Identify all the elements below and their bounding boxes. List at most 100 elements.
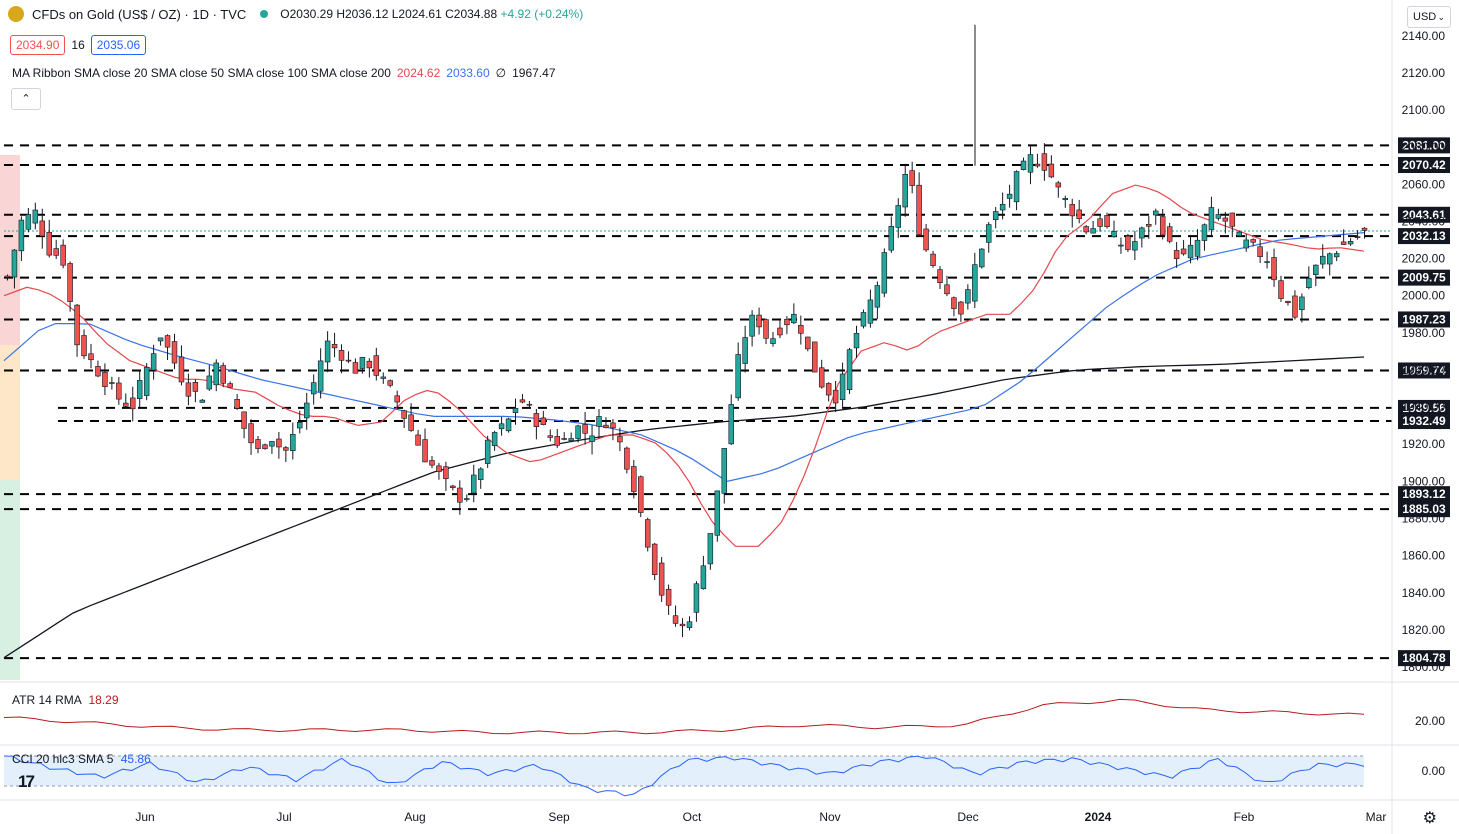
candle-body [714,490,721,536]
candle-body [324,340,331,363]
x-tick-label: Dec [957,810,978,824]
candle-body [672,615,679,624]
cci-band [4,756,1364,786]
candle-body [185,382,192,397]
y-tick-label: 1960.00 [1402,363,1446,377]
symbol-title[interactable]: CFDs on Gold (US$ / OZ) · 1D · TVC [32,6,247,22]
candle-body [777,327,783,336]
currency-selector[interactable]: USD ⌄ [1407,6,1451,28]
price-axis[interactable]: 2140.00 2120.00 2100.00 2080.00 2060.00 2040.… [1391,0,1446,834]
sma20-line [3,184,1365,547]
candle-body [533,413,540,427]
candle-body [742,337,748,364]
candle-body [1187,244,1194,259]
level-label: 1939.56 [1402,401,1446,415]
candle-body [143,366,150,396]
candle-body [1326,253,1333,265]
candle-body [1347,241,1354,245]
candle-body [331,343,338,349]
live-dot-icon [260,10,269,18]
candle-body [846,349,853,391]
candle-body [1097,218,1103,227]
candle-body [798,324,804,334]
chevron-up-icon: ⌃ [21,93,31,105]
collapse-legend-button[interactable]: ⌃ [11,88,41,110]
cci-value: 45.86 [120,752,151,766]
candle-body [644,519,651,548]
candle-body [825,383,832,396]
candle-body [888,226,895,251]
gear-icon[interactable]: ⚙ [1422,810,1437,827]
candle-body [665,588,672,606]
cci-legend[interactable]: CCI 20 hlc3 SMA 5 45.86 [12,752,151,766]
candle-body [867,299,874,324]
candle-body [839,373,846,400]
candle-body [220,365,226,384]
candle-body [32,209,39,224]
candle-body [658,562,665,596]
candle-body [471,474,477,494]
candle-body [575,425,581,439]
candle-body [916,184,922,235]
candle-body [1125,235,1131,250]
candle-body [178,356,185,383]
candle-body [756,314,762,328]
candle-body [1111,231,1117,238]
y-tick-label: 1880.00 [1402,511,1446,525]
y-tick-label: 2060.00 [1402,177,1446,191]
x-tick-label: Jun [135,810,154,824]
sell-button[interactable]: 2034.90 [10,35,66,55]
x-tick-label: Oct [683,810,702,824]
atr-line [3,698,1365,735]
ma-ribbon-legend[interactable]: MA Ribbon SMA close 20 SMA close 50 SMA … [12,66,556,80]
candle-body [958,301,964,315]
candle-body [972,264,978,302]
atr-label: ATR 14 RMA [12,693,82,707]
candle-body [130,397,136,410]
moving-average-lines [3,184,1365,659]
trade-buttons: 2034.90 16 2035.06 [10,35,147,55]
time-axis[interactable]: Jun Jul Aug Sep Oct Nov Dec 2024 Feb Mar [0,799,1459,824]
candle-body [1333,253,1340,258]
candle-body [95,366,101,377]
candle-body [81,335,87,357]
atr-legend[interactable]: ATR 14 RMA 18.29 [12,693,119,707]
candle-body [784,318,790,326]
candle-body [102,371,108,387]
candle-body [255,439,261,449]
level-label: 2043.61 [1402,208,1446,222]
candle-body [297,421,303,429]
candle-body [283,447,289,451]
candle-body [791,313,797,324]
candle-body [1243,239,1249,249]
candle-body [1153,210,1159,216]
x-tick-label: Mar [1366,810,1387,824]
candle-body [561,438,567,440]
candle-body [484,439,491,464]
candle-body [1062,198,1069,201]
candle-body [213,362,219,386]
candle-body [18,219,25,252]
horizontal-levels: 2081.00 2070.42 2043.61 2032.13 2009.75 1987.… [4,137,1450,667]
candle-body [408,414,414,431]
candle-body [902,174,908,208]
chevron-down-icon: ⌄ [1437,11,1445,22]
buy-button[interactable]: 2035.06 [90,35,147,55]
candle-body [686,621,693,628]
candle-body [436,465,442,472]
candle-body [1020,160,1027,170]
candle-body [874,285,881,308]
tradingview-logo[interactable]: 17 [18,772,35,791]
stripe-orange [0,345,20,480]
candle-body [1257,246,1263,258]
candle-body [965,289,971,304]
stripe-green [0,480,20,680]
candle-body [693,583,700,613]
candle-body [338,350,345,361]
level-tag [1398,399,1450,416]
candle-body [1264,261,1270,263]
candle-body [457,487,463,503]
candle-body [248,423,254,444]
level-tag [1398,206,1450,223]
